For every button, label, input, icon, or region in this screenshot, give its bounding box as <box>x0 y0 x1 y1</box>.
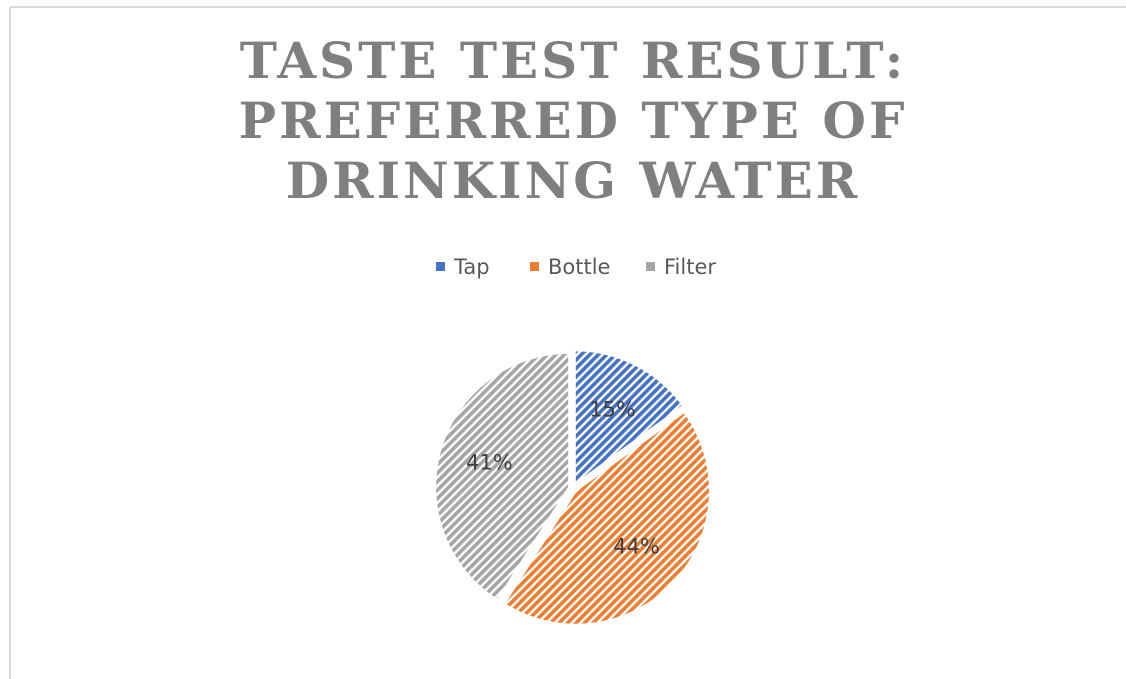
legend-label: Tap <box>453 255 490 279</box>
chart-title: DRINKING WATER <box>286 151 861 210</box>
data-label: 41% <box>466 451 513 475</box>
legend-swatch <box>646 262 655 271</box>
data-label: 44% <box>613 535 660 559</box>
data-label: 15% <box>589 397 636 421</box>
legend-label: Filter <box>664 255 716 279</box>
legend-swatch <box>530 262 539 271</box>
pie-slice <box>502 410 711 626</box>
pie-slice <box>434 351 571 602</box>
legend-label: Bottle <box>548 255 610 279</box>
chart-title: TASTE TEST RESULT: <box>240 31 906 90</box>
legend-swatch <box>436 262 445 271</box>
chart-title: PREFERRED TYPE OF <box>239 91 908 150</box>
pie-slice <box>573 349 685 487</box>
